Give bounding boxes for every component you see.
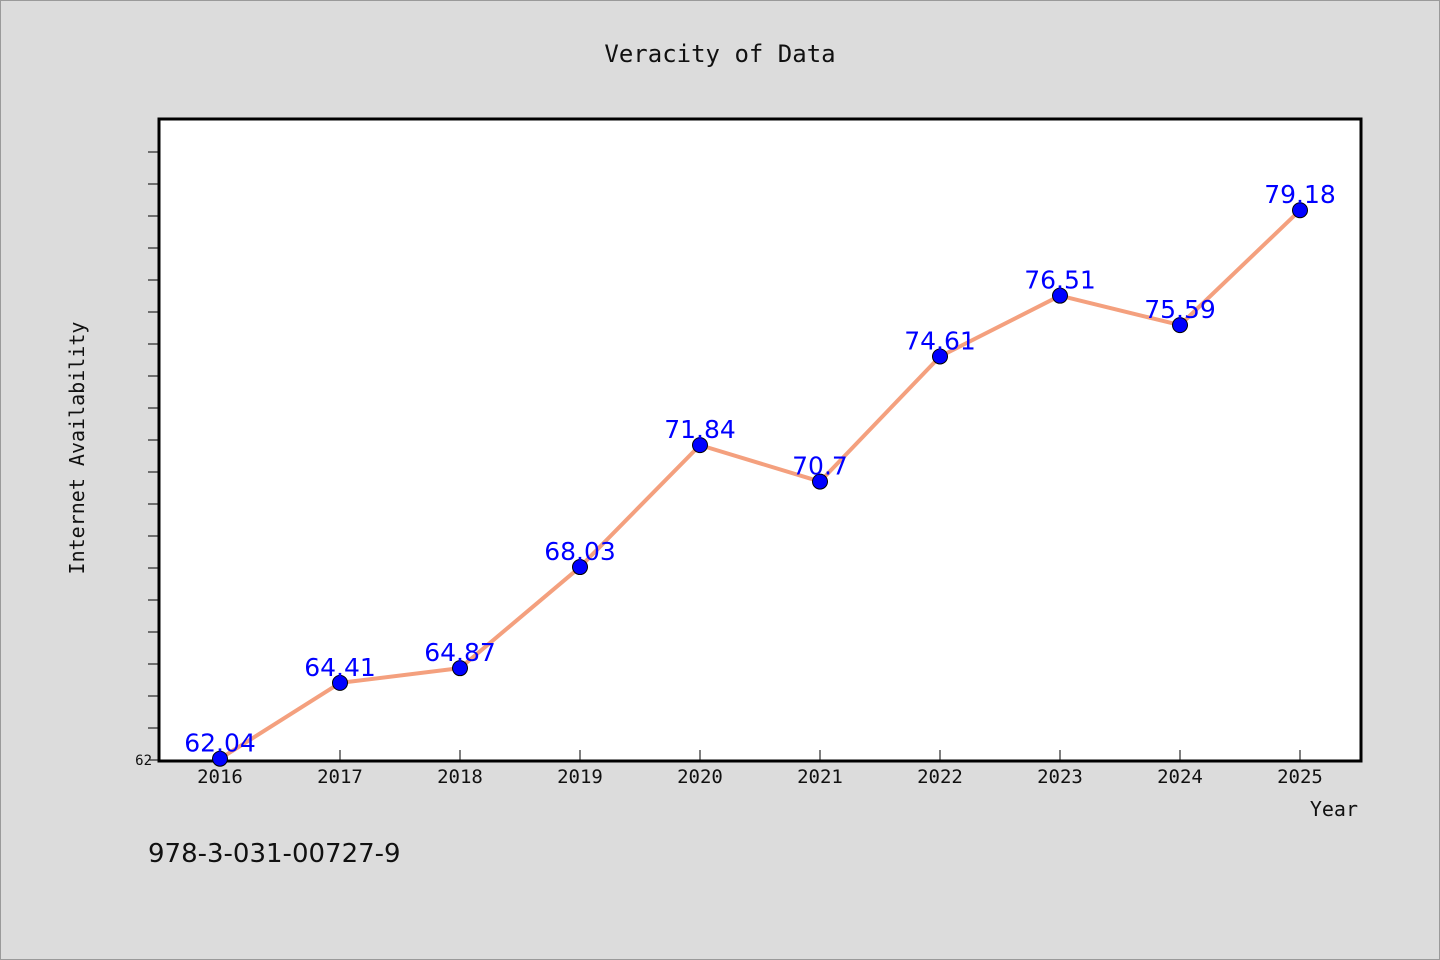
y-tick-label: 62 [135, 753, 152, 769]
y-axis-label: Internet Availability [65, 322, 89, 575]
x-tick-label: 2021 [797, 766, 843, 788]
data-label: 70.7 [792, 452, 848, 481]
data-label: 75.59 [1144, 295, 1216, 324]
data-label: 64.87 [424, 638, 496, 667]
x-tick-label: 2019 [557, 766, 603, 788]
data-point [452, 660, 468, 677]
data-label: 71.84 [664, 415, 736, 444]
plot-area [157, 117, 1363, 763]
data-label: 68.03 [544, 537, 616, 566]
data-label: 74.61 [904, 326, 976, 355]
y-axis-ticks: 62 [135, 151, 160, 769]
data-point [212, 750, 228, 767]
x-tick-label: 2017 [317, 766, 363, 788]
x-tick-label: 2025 [1277, 766, 1323, 788]
data-point [1292, 202, 1308, 219]
x-tick-label: 2024 [1157, 766, 1203, 788]
x-tick-label: 2022 [917, 766, 963, 788]
isbn-footer: 978-3-031-00727-9 [148, 839, 401, 869]
data-label: 79.18 [1264, 180, 1336, 209]
x-tick-label: 2016 [197, 766, 243, 788]
data-label: 64.41 [304, 653, 376, 682]
data-point [1172, 317, 1188, 334]
x-tick-label: 2020 [677, 766, 723, 788]
data-point [932, 348, 948, 365]
data-point [1052, 287, 1068, 304]
data-point [332, 674, 348, 691]
x-tick-label: 2023 [1037, 766, 1083, 788]
data-point [692, 437, 708, 454]
x-axis-label: Year [1310, 797, 1358, 821]
x-tick-label: 2018 [437, 766, 483, 788]
series-line-group: 62.04 64.41 64.87 68.03 71.84 70.7 74.61 76.51 7… [184, 180, 1336, 767]
x-axis-ticks: 2016 2017 2018 2019 2020 2021 2022 2023 2024 2025 [197, 750, 1323, 788]
data-label: 62.04 [184, 729, 256, 758]
data-point [812, 473, 828, 490]
series-line [218, 208, 1302, 761]
data-point [572, 559, 588, 576]
data-label: 76.51 [1024, 266, 1096, 295]
chart-title: Veracity of Data [604, 40, 835, 68]
